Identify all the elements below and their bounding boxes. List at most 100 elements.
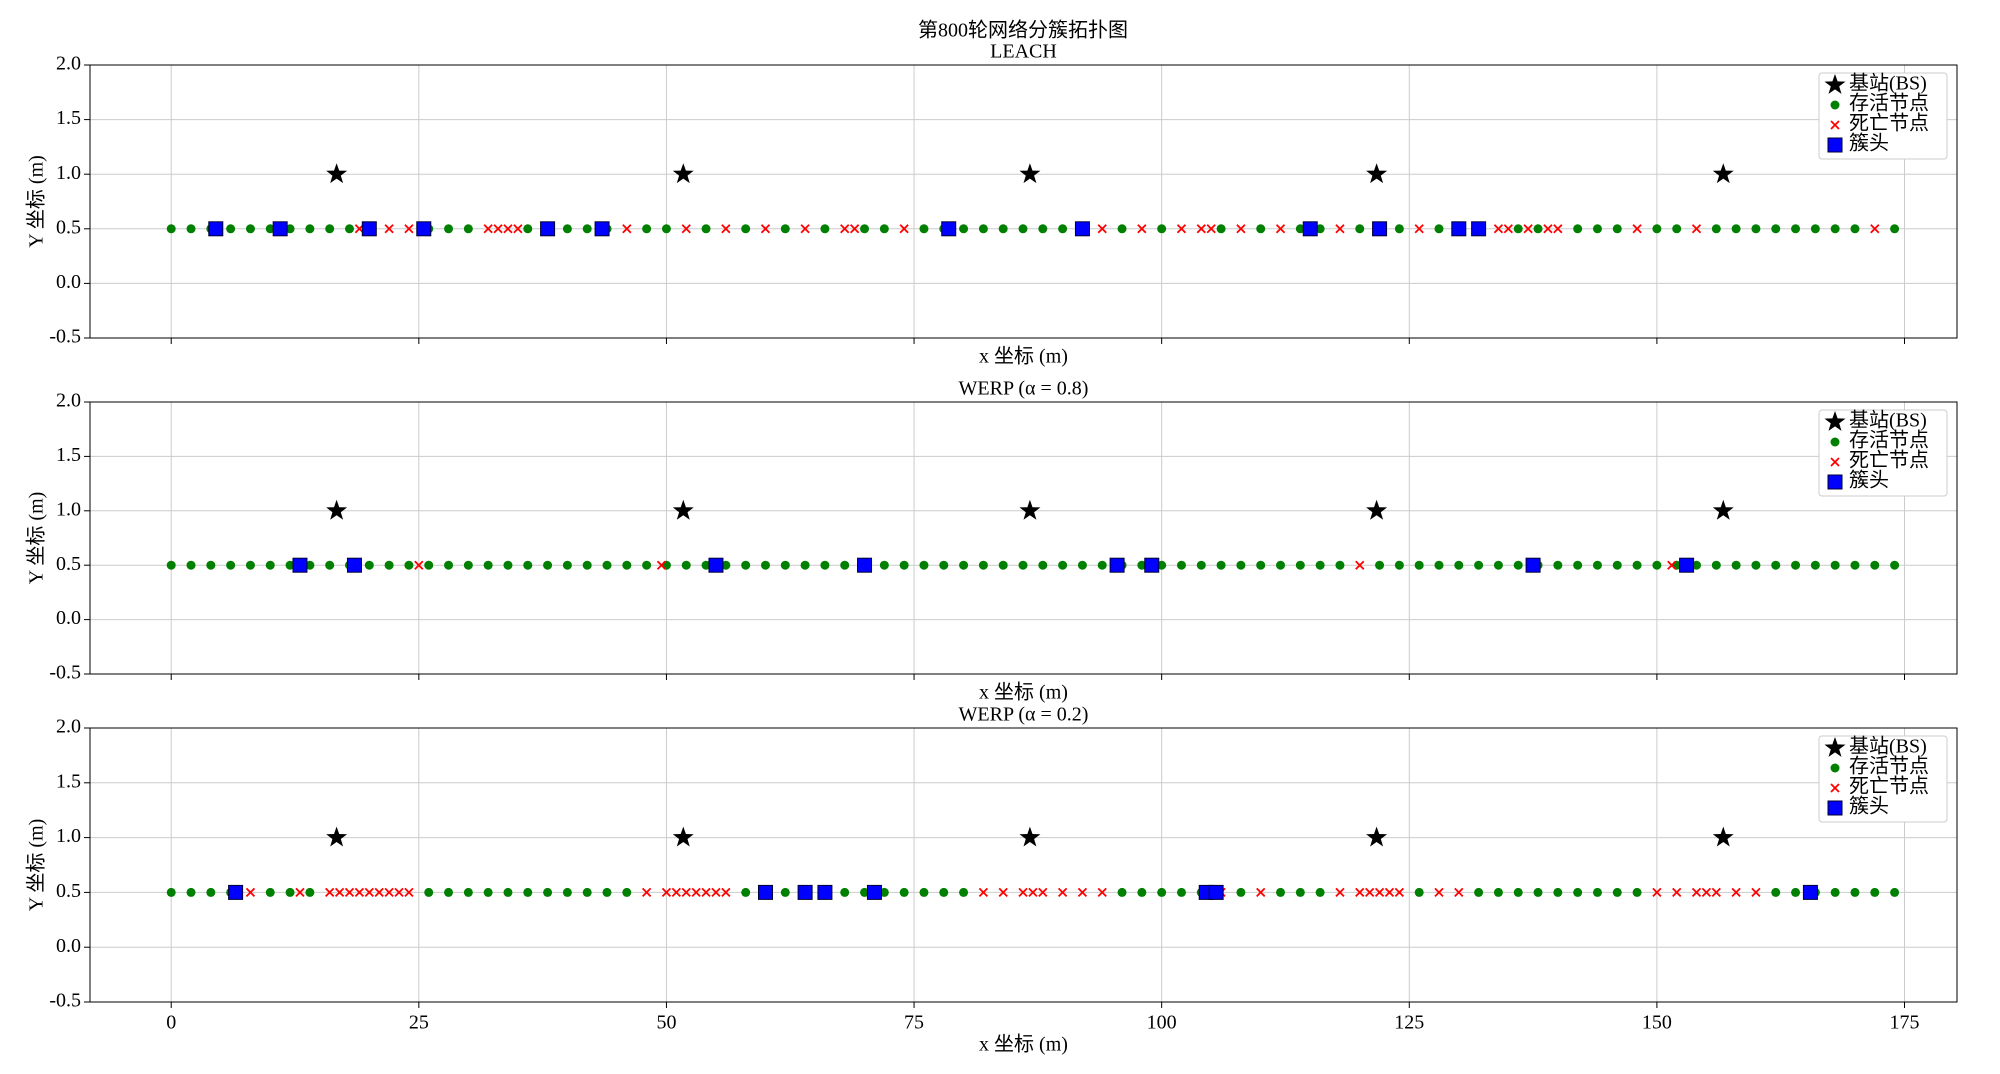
alive-node [1672,224,1682,234]
alive-node [1810,224,1820,234]
alive-node [1038,224,1048,234]
alive-node [1632,560,1642,570]
dead-node [978,887,989,898]
dead-node [1355,560,1365,570]
alive-node [1632,887,1642,897]
alive-node [1097,560,1107,570]
legend-marker [1830,783,1840,793]
base-station [1019,499,1041,520]
alive-node [622,560,632,570]
chart-title: WERP (α = 0.8) [959,378,1089,400]
x-axis-label: x 坐标 (m) [979,345,1068,368]
base-station [672,499,694,520]
dead-node [384,887,394,898]
x-axis-label: x 坐标 (m) [979,1033,1068,1056]
alive-node [998,560,1008,570]
alive-node [701,224,711,234]
alive-node [1137,560,1147,570]
alive-node [899,560,909,570]
dead-node [1365,887,1375,898]
alive-node [1335,560,1345,570]
dead-node [1751,887,1761,898]
legend-label: 簇头 [1849,795,1889,818]
alive-node [186,887,196,897]
dead-node [1454,887,1464,898]
dead-node [1256,887,1266,898]
dead-node [1077,887,1088,898]
dead-node [493,224,503,234]
dead-node [840,224,850,234]
alive-node [860,224,870,234]
alive-node [1236,887,1246,897]
alive-node [285,887,295,897]
alive-node [1414,560,1424,570]
alive-node [1474,887,1484,897]
dead-node [691,887,701,898]
alive-node [285,560,295,570]
base-station [1019,826,1041,847]
alive-node [820,560,830,570]
cluster-head [1074,221,1090,237]
alive-node [523,224,533,234]
alive-node [760,560,770,570]
y-tick-label: 2.0 [56,53,81,75]
cluster-head [1451,221,1467,237]
dead-node [384,224,394,234]
alive-node [1355,224,1365,234]
alive-node [622,887,632,897]
alive-node [998,224,1008,234]
alive-node [919,560,929,570]
alive-node [206,560,216,570]
alive-node [879,224,889,234]
base-station [1712,163,1734,184]
cluster-head [292,557,308,573]
cluster-head [866,884,882,900]
dead-node [1553,224,1563,234]
alive-node [1157,887,1167,897]
dead-node [1493,224,1504,234]
alive-node [384,560,394,570]
alive-node [840,560,850,570]
alive-node [800,560,810,570]
alive-node [681,560,691,570]
dead-node [1028,887,1038,898]
alive-node [166,560,176,570]
dead-node [503,224,513,234]
alive-node [582,224,592,234]
alive-node [1652,224,1662,234]
legend-label: 基站(BS) [1849,72,1927,95]
dead-node [1870,224,1880,234]
alive-node [1791,887,1801,897]
dead-node [414,560,424,570]
dead-node [1097,224,1107,234]
alive-node [701,560,711,570]
alive-node [463,887,473,897]
y-axis-label: Y 坐标 (m) [25,819,48,912]
alive-node [344,224,354,234]
alive-node [1711,560,1721,570]
legend-marker [1827,474,1843,490]
dead-node [1632,224,1642,234]
alive-node [245,224,255,234]
alive-node [780,560,790,570]
legend-marker [1830,457,1840,467]
y-tick-label: 0.0 [56,935,81,957]
x-tick-label: 125 [1394,1012,1424,1034]
alive-node [939,560,949,570]
alive-node [543,887,553,897]
cluster-head [1471,221,1487,237]
cluster-head [757,884,773,900]
alive-node [1295,560,1305,570]
legend-box [1818,409,1948,497]
legend-label: 存活节点 [1849,92,1929,115]
alive-node [1890,887,1900,897]
alive-node [879,887,889,897]
cluster-head [1109,557,1125,573]
alive-node [463,224,473,234]
y-tick-label: 2.0 [56,716,81,738]
alive-node [1771,224,1781,234]
alive-node [305,887,315,897]
dead-node [334,887,345,898]
y-tick-label: 0.0 [56,607,81,629]
alive-node [780,224,790,234]
